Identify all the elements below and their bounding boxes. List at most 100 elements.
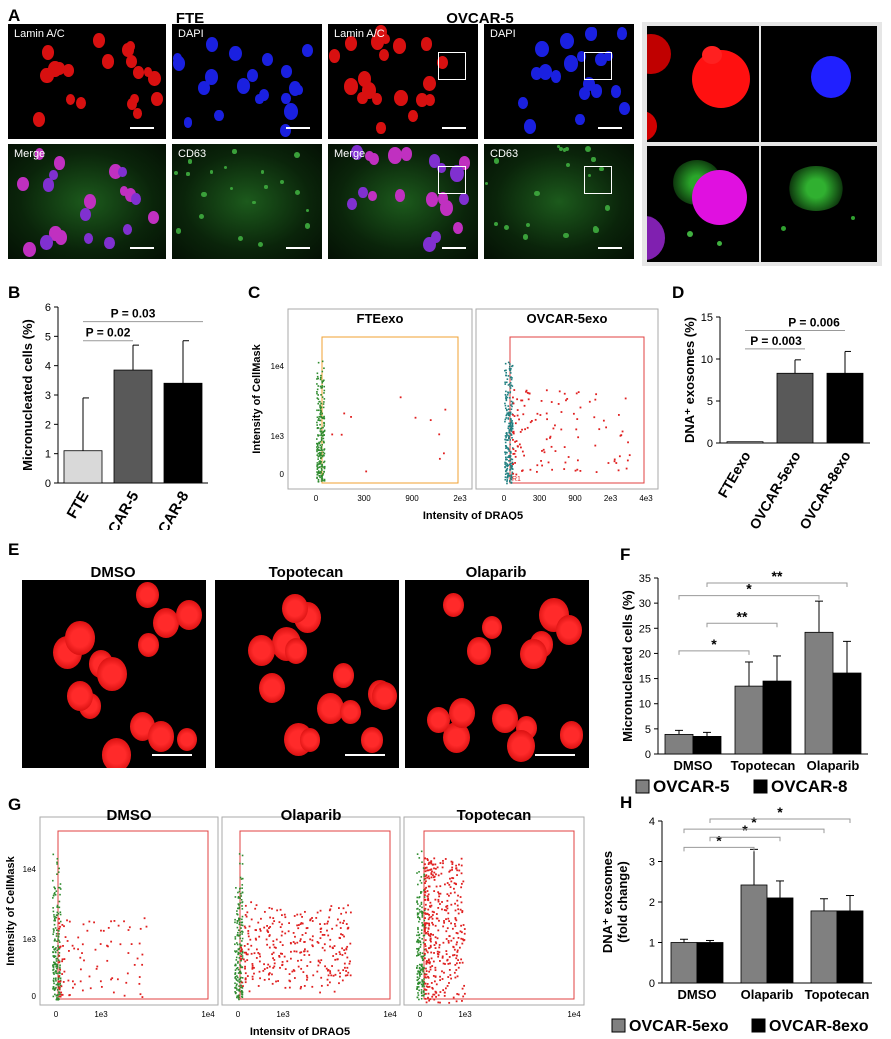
- scatter-point: [509, 439, 511, 441]
- scatter-point: [460, 931, 463, 934]
- scatter-point: [57, 972, 59, 975]
- scatter-point: [510, 475, 513, 478]
- scatter-point: [241, 966, 244, 969]
- scatter-point: [509, 382, 512, 384]
- micrograph-tile: DAPI: [484, 24, 634, 139]
- scatter-point: [420, 901, 423, 904]
- scatter-point: [319, 991, 321, 994]
- scatter-point: [549, 437, 551, 439]
- scatter-point: [617, 469, 620, 472]
- scatter-point: [53, 919, 55, 922]
- scatter-point: [418, 982, 421, 985]
- scatter-point: [506, 439, 509, 441]
- scatter-point: [560, 428, 563, 431]
- scatter-point: [456, 949, 459, 952]
- scatter-point: [338, 907, 340, 909]
- scatter-point: [234, 951, 237, 953]
- scatter-point: [239, 971, 242, 974]
- scatter-point: [449, 877, 451, 880]
- scatter-point: [509, 363, 511, 365]
- scatter-point: [512, 413, 514, 416]
- scatter-point: [423, 978, 425, 980]
- scatter-point: [319, 454, 322, 457]
- y-tick-label: 3: [649, 857, 655, 869]
- scatter-point: [530, 420, 533, 422]
- scatter-point: [239, 931, 242, 934]
- scatter-point: [505, 369, 507, 372]
- scatter-point: [434, 969, 437, 972]
- scatter-point: [433, 980, 436, 983]
- scatter-point: [418, 966, 421, 969]
- scatter-point: [416, 973, 419, 975]
- scatter-point: [330, 905, 333, 907]
- scatter-point: [514, 462, 516, 464]
- scatter-point: [422, 923, 424, 926]
- scatter-point: [319, 961, 321, 964]
- scatter-point: [309, 918, 312, 921]
- scatter-point: [336, 958, 339, 961]
- scatter-point: [574, 469, 577, 472]
- scatter-point: [55, 890, 58, 892]
- tile-label: Lamin A/C: [14, 28, 65, 40]
- scatter-point: [86, 929, 89, 932]
- x-tick-label: 1e4: [383, 1010, 397, 1019]
- scatter-point: [441, 908, 443, 911]
- scatter-point: [417, 994, 420, 996]
- scatter-point: [443, 921, 446, 924]
- scatter-point: [317, 452, 320, 455]
- scatter-point: [429, 998, 432, 1001]
- scatter-point: [239, 862, 241, 865]
- scatter-point: [457, 993, 460, 996]
- scatter-point: [320, 461, 323, 463]
- scatter-point: [417, 983, 419, 985]
- scatter-point: [319, 441, 322, 443]
- bar: [63, 450, 103, 484]
- scatter-point: [240, 921, 243, 924]
- scatter-point: [424, 870, 427, 873]
- scatter-point: [425, 973, 428, 976]
- scatter-point: [428, 985, 431, 988]
- scatter-point: [272, 943, 275, 946]
- micrograph-title: Olaparib: [465, 564, 527, 581]
- scatter-point: [462, 995, 465, 998]
- scatter-point: [63, 925, 65, 928]
- bar: [726, 441, 764, 444]
- scatter-point: [123, 994, 126, 997]
- scatter-point: [506, 480, 508, 483]
- scatter-point: [510, 378, 513, 381]
- scatter-point: [505, 374, 507, 377]
- scatter-point: [237, 951, 240, 954]
- scatter-point: [445, 950, 448, 952]
- scatter-point: [433, 867, 435, 870]
- scatter-point: [319, 428, 322, 430]
- scatter-point: [345, 923, 348, 925]
- scatter-point: [73, 983, 76, 986]
- scatter-point: [52, 946, 54, 949]
- scatter-point: [320, 394, 322, 396]
- tile-label: Merge: [334, 148, 366, 160]
- scatter-point: [263, 968, 266, 971]
- scatter-point: [284, 916, 287, 919]
- scatter-point: [429, 966, 432, 969]
- scatter-point: [297, 927, 300, 930]
- scatter-point: [504, 381, 506, 384]
- scatter-point: [315, 917, 318, 919]
- scatter-point: [53, 892, 56, 894]
- scatter-point: [317, 409, 320, 412]
- scatter-point: [452, 937, 455, 940]
- scatter-point: [426, 922, 429, 925]
- scatter-point: [271, 922, 274, 925]
- scatter-point: [59, 977, 62, 980]
- y-tick-label: 0: [45, 478, 51, 490]
- scatter-point: [419, 918, 421, 921]
- scatter-point: [59, 920, 62, 923]
- scatter-point: [514, 455, 517, 458]
- scatter-point: [505, 414, 508, 417]
- scatter-point: [511, 421, 513, 424]
- scatter-point: [237, 929, 240, 932]
- scatter-point: [342, 922, 344, 925]
- scatter-point: [453, 882, 456, 885]
- scatter-point: [100, 985, 103, 988]
- scatter-point: [626, 459, 629, 462]
- scatter-point: [335, 953, 338, 955]
